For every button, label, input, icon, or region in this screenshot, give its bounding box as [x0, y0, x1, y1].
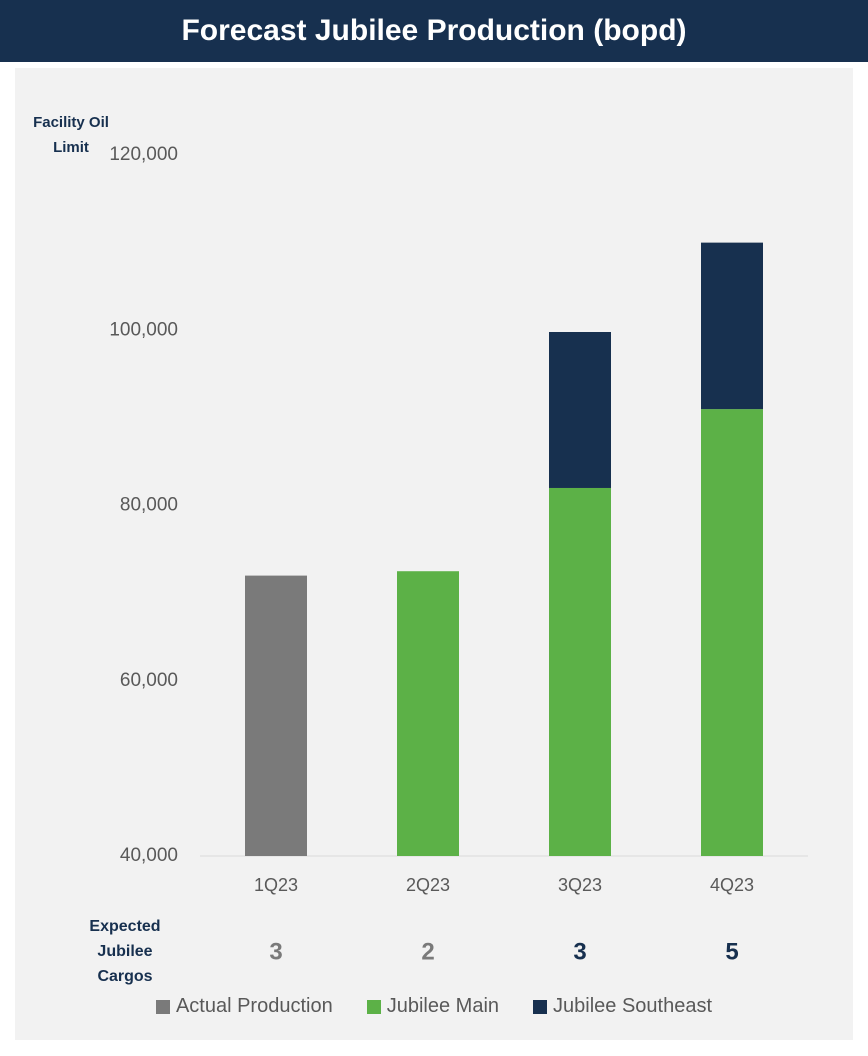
- bar: [397, 571, 459, 856]
- y-tick-label: 40,000: [120, 845, 178, 866]
- x-tick-label: 4Q23: [710, 875, 754, 895]
- bar: [549, 332, 611, 488]
- legend-item: Jubilee Main: [366, 995, 500, 1018]
- legend: Actual Production Jubilee Main Jubilee Sou…: [0, 995, 868, 1018]
- y-axis-label: Facility Oil Limit: [33, 114, 109, 156]
- legend-swatch: [533, 999, 548, 1014]
- bar: [701, 242, 763, 410]
- chart-title: Forecast Jubilee Production (bopd): [0, 0, 868, 62]
- legend-item: Jubilee Southeast: [533, 995, 712, 1018]
- cargo-value: 3: [269, 938, 282, 965]
- legend-label: Jubilee Southeast: [553, 995, 713, 1017]
- cargo-label: Expected Jubilee Cargos: [89, 918, 161, 985]
- y-tick-label: 100,000: [109, 319, 178, 340]
- x-tick-label: 1Q23: [254, 875, 298, 895]
- y-tick-label: 80,000: [120, 495, 178, 516]
- y-tick-label: 60,000: [120, 670, 178, 691]
- cargo-value: 3: [573, 938, 586, 965]
- legend-swatch: [155, 999, 170, 1014]
- y-tick-label: 120,000: [109, 144, 178, 165]
- legend-item: Actual Production: [155, 995, 333, 1018]
- legend-swatch: [366, 999, 381, 1014]
- bar: [701, 409, 763, 856]
- cargo-value: 5: [725, 938, 738, 965]
- bar: [549, 487, 611, 856]
- bar: [245, 575, 307, 856]
- x-tick-label: 2Q23: [406, 875, 450, 895]
- legend-label: Actual Production: [175, 995, 333, 1017]
- legend-label: Jubilee Main: [386, 995, 500, 1017]
- x-tick-label: 3Q23: [558, 875, 602, 895]
- cargo-value: 2: [421, 938, 434, 965]
